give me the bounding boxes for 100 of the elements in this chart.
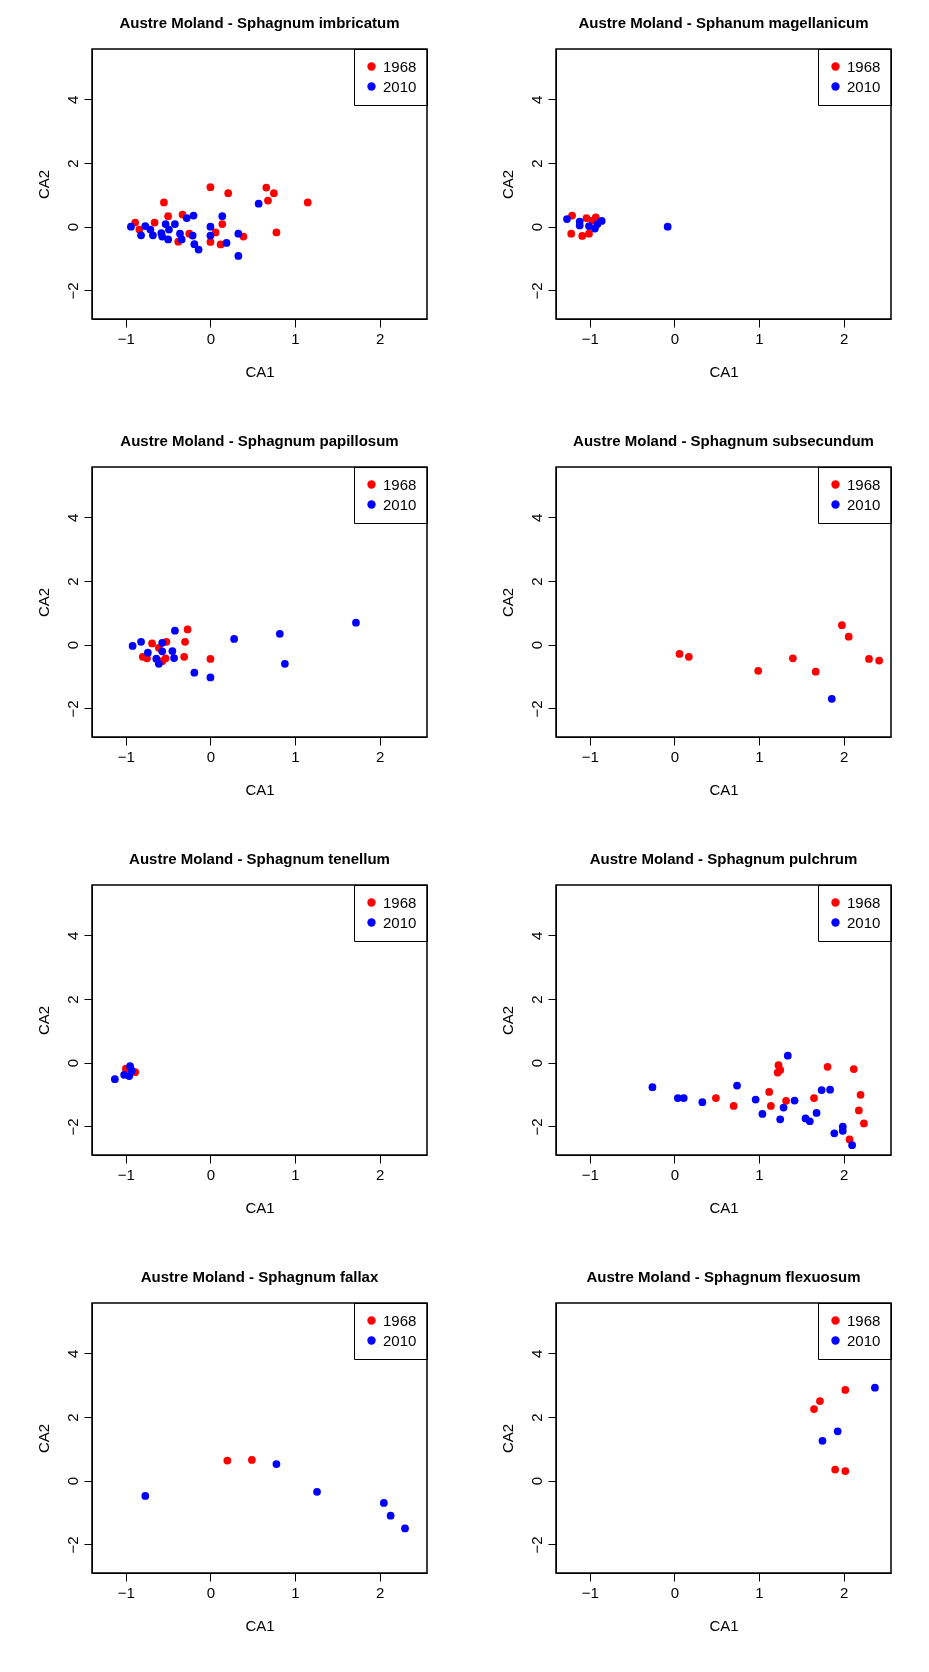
chart-title: Austre Moland - Sphagnum papillosum [120,431,399,449]
y-tick-label: 4 [527,95,545,104]
legend-label: 1968 [383,475,417,493]
x-tick-label: 0 [670,329,680,347]
x-tick-label: 2 [839,747,849,765]
y-tick-label: 4 [63,513,81,522]
y-tick-label: 0 [527,1058,545,1068]
y-tick-label: −2 [527,1118,545,1136]
x-tick-label: 2 [839,329,849,347]
x-tick-label: 0 [206,329,216,347]
y-tick-label: −2 [527,700,545,718]
y-tick-label: 0 [527,1476,545,1486]
y-tick-label: 0 [63,640,81,650]
x-tick-label: 1 [291,329,300,347]
x-tick-label: −1 [117,329,135,347]
x-tick-label: −1 [581,329,599,347]
legend-label: 1968 [847,1311,881,1329]
x-tick-label: −1 [581,747,599,765]
y-tick-label: −2 [63,1536,81,1554]
x-tick-label: 1 [755,747,764,765]
x-tick-label: −1 [117,1165,135,1183]
chart-title: Austre Moland - Sphagnum pulchrum [589,849,858,867]
x-tick-label: 2 [839,1583,849,1601]
y-tick-label: 0 [63,222,81,232]
x-axis-title: CA1 [245,362,275,380]
legend-label: 2010 [847,1331,881,1349]
x-tick-label: 1 [755,329,764,347]
y-tick-label: 4 [527,513,545,522]
x-axis-title: CA1 [709,1198,739,1216]
y-tick-label: 2 [527,577,545,586]
x-tick-label: 0 [206,747,216,765]
x-tick-label: 2 [839,1165,849,1183]
x-tick-label: −1 [581,1165,599,1183]
y-tick-label: 4 [63,95,81,104]
x-tick-label: 2 [375,1165,385,1183]
x-tick-label: 0 [670,1165,680,1183]
x-tick-label: 1 [291,1165,300,1183]
x-tick-label: 0 [670,1583,680,1601]
x-tick-label: −1 [581,1583,599,1601]
y-axis-title: CA2 [498,169,516,200]
legend-label: 2010 [383,77,417,95]
y-tick-label: −2 [63,700,81,718]
y-tick-label: −2 [527,1536,545,1554]
legend-label: 2010 [847,495,881,513]
y-tick-label: 4 [527,931,545,940]
legend-label: 1968 [847,475,881,493]
chart-title: Austre Moland - Sphagnum tenellum [129,849,390,867]
y-tick-label: 2 [527,1413,545,1422]
y-tick-label: −2 [527,282,545,300]
x-axis-title: CA1 [709,1616,739,1634]
y-tick-label: 2 [63,159,81,168]
x-tick-label: 0 [206,1165,216,1183]
y-tick-label: −2 [63,282,81,300]
legend-label: 2010 [383,495,417,513]
x-tick-label: 0 [206,1583,216,1601]
y-tick-label: 0 [63,1058,81,1068]
y-axis-title: CA2 [34,587,52,618]
y-tick-label: 2 [63,995,81,1004]
legend-label: 1968 [383,893,417,911]
y-axis-title: CA2 [498,1423,516,1454]
chart-title: Austre Moland - Sphagnum flexuosum [586,1267,861,1285]
y-axis-title: CA2 [34,1423,52,1454]
legend-label: 2010 [383,1331,417,1349]
y-axis-title: CA2 [34,169,52,200]
x-tick-label: −1 [117,1583,135,1601]
x-axis-title: CA1 [709,362,739,380]
x-tick-label: 1 [291,1583,300,1601]
y-tick-label: 0 [63,1476,81,1486]
x-axis-title: CA1 [245,1198,275,1216]
legend-label: 1968 [847,893,881,911]
y-tick-label: 2 [63,577,81,586]
y-tick-label: 2 [63,1413,81,1422]
x-axis-title: CA1 [709,780,739,798]
chart-title: Austre Moland - Sphanum magellanicum [578,13,869,31]
x-tick-label: 0 [670,747,680,765]
chart-title: Austre Moland - Sphagnum fallax [140,1267,379,1285]
legend-label: 2010 [847,913,881,931]
x-tick-label: 1 [755,1165,764,1183]
chart-title: Austre Moland - Sphagnum subsecundum [573,431,874,449]
legend-label: 1968 [847,57,881,75]
y-tick-label: 4 [63,1349,81,1358]
x-tick-label: 2 [375,747,385,765]
legend-label: 2010 [383,913,417,931]
legend-label: 1968 [383,57,417,75]
x-tick-label: −1 [117,747,135,765]
y-axis-title: CA2 [34,1005,52,1036]
y-axis-title: CA2 [498,1005,516,1036]
y-tick-label: 0 [527,222,545,232]
x-axis-title: CA1 [245,780,275,798]
y-tick-label: 0 [527,640,545,650]
y-tick-label: −2 [63,1118,81,1136]
y-axis-title: CA2 [498,587,516,618]
x-axis-title: CA1 [245,1616,275,1634]
y-tick-label: 4 [63,931,81,940]
legend-label: 1968 [383,1311,417,1329]
x-tick-label: 1 [291,747,300,765]
y-tick-label: 2 [527,995,545,1004]
x-tick-label: 1 [755,1583,764,1601]
legend-label: 2010 [847,77,881,95]
y-tick-label: 2 [527,159,545,168]
